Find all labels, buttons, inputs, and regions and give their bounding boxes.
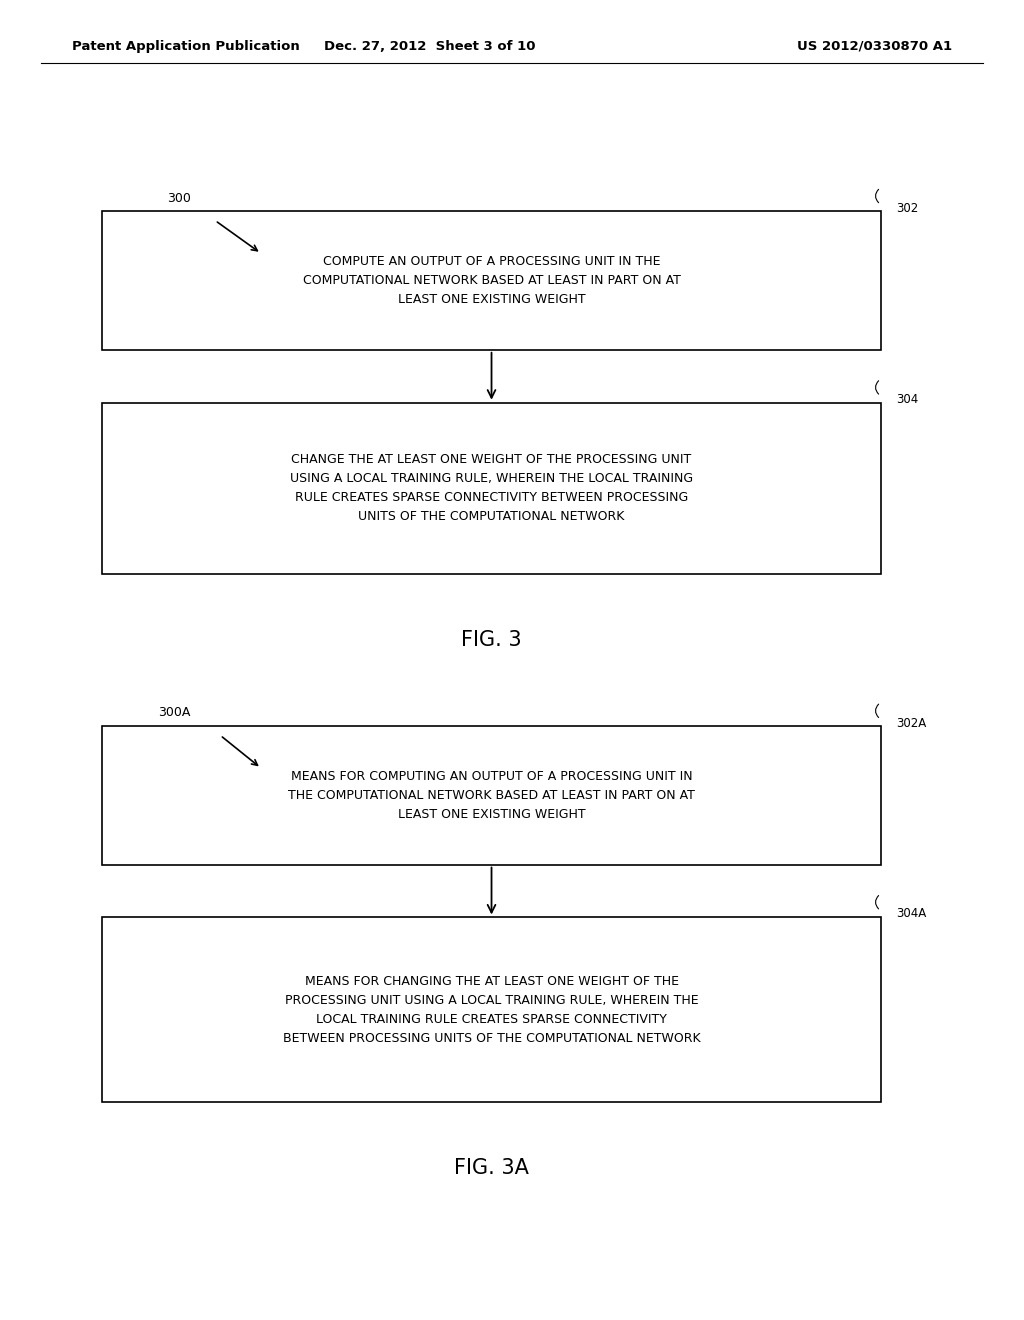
Text: COMPUTE AN OUTPUT OF A PROCESSING UNIT IN THE
COMPUTATIONAL NETWORK BASED AT LEA: COMPUTE AN OUTPUT OF A PROCESSING UNIT I…: [302, 255, 681, 306]
Bar: [102, 403, 881, 574]
Text: 304: 304: [896, 393, 919, 407]
Text: Dec. 27, 2012  Sheet 3 of 10: Dec. 27, 2012 Sheet 3 of 10: [325, 40, 536, 53]
Text: Patent Application Publication: Patent Application Publication: [72, 40, 299, 53]
Text: FIG. 3: FIG. 3: [461, 630, 522, 651]
Bar: [102, 726, 881, 865]
Text: CHANGE THE AT LEAST ONE WEIGHT OF THE PROCESSING UNIT
USING A LOCAL TRAINING RUL: CHANGE THE AT LEAST ONE WEIGHT OF THE PR…: [290, 453, 693, 524]
Text: 302A: 302A: [896, 717, 927, 730]
Text: US 2012/0330870 A1: US 2012/0330870 A1: [798, 40, 952, 53]
Text: 304A: 304A: [896, 907, 927, 920]
Text: 300A: 300A: [158, 706, 190, 719]
Bar: [102, 917, 881, 1102]
Text: 302: 302: [896, 202, 919, 215]
Text: MEANS FOR COMPUTING AN OUTPUT OF A PROCESSING UNIT IN
THE COMPUTATIONAL NETWORK : MEANS FOR COMPUTING AN OUTPUT OF A PROCE…: [288, 770, 695, 821]
Bar: [102, 211, 881, 350]
Text: FIG. 3A: FIG. 3A: [454, 1158, 529, 1179]
Text: MEANS FOR CHANGING THE AT LEAST ONE WEIGHT OF THE
PROCESSING UNIT USING A LOCAL : MEANS FOR CHANGING THE AT LEAST ONE WEIG…: [283, 974, 700, 1045]
Text: 300: 300: [167, 191, 191, 205]
